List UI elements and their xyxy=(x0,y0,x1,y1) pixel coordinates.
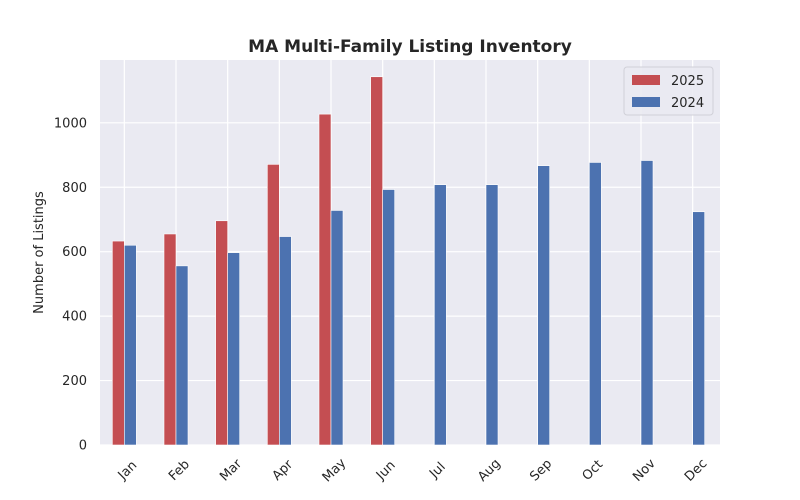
y-tick-label: 600 xyxy=(62,245,87,260)
y-tick-label: 1000 xyxy=(54,116,87,131)
bar-2024-Jan xyxy=(124,244,137,446)
x-tick-label: May xyxy=(320,456,350,486)
bar-2024-Dec xyxy=(692,211,705,446)
y-tick-label: 400 xyxy=(62,310,87,325)
bar-2024-Aug xyxy=(485,184,499,446)
y-tick-label: 200 xyxy=(62,374,87,389)
bar-2024-Sep xyxy=(537,165,550,446)
chart-title: MA Multi-Family Listing Inventory xyxy=(248,37,572,57)
legend-swatch-2025 xyxy=(632,75,660,85)
bar-2025-Jun xyxy=(370,76,383,446)
bar-2025-Feb xyxy=(163,233,177,446)
bar-2024-Apr xyxy=(279,236,292,446)
bar-2024-Jul xyxy=(434,184,447,446)
legend-swatch-2024 xyxy=(632,97,660,107)
plot-area xyxy=(100,60,720,445)
legend: 2025 2024 xyxy=(623,66,714,116)
legend-label-2024: 2024 xyxy=(671,96,704,111)
x-tick-label: Jun xyxy=(373,458,399,484)
bar-2024-Oct xyxy=(589,162,602,446)
x-tick-label: Sep xyxy=(527,457,555,485)
x-axis-ticks: Jan Feb Mar Apr May Jun Jul Aug Sep Oct Nov Dec xyxy=(115,456,711,486)
y-tick-label: 0 xyxy=(79,439,87,454)
bar-2024-Feb xyxy=(175,265,189,446)
x-tick-label: Dec xyxy=(682,456,710,484)
x-tick-label: Apr xyxy=(270,457,297,484)
bar-2024-Nov xyxy=(640,160,654,446)
legend-label-2025: 2025 xyxy=(671,74,704,89)
bars-group xyxy=(112,76,705,446)
x-tick-label: Jan xyxy=(115,458,140,483)
bar-2024-May xyxy=(330,210,344,446)
bar-2025-Mar xyxy=(215,220,228,446)
bar-2024-Mar xyxy=(227,252,240,446)
bar-2024-Jun xyxy=(382,189,395,446)
x-tick-label: Mar xyxy=(217,456,245,484)
x-tick-label: Oct xyxy=(580,457,607,484)
bar-2025-May xyxy=(318,113,332,446)
x-tick-label: Jul xyxy=(426,460,448,482)
x-tick-label: Nov xyxy=(630,456,659,485)
x-tick-label: Aug xyxy=(475,456,504,485)
bar-2025-Jan xyxy=(112,240,125,446)
x-tick-label: Feb xyxy=(166,457,193,484)
y-axis-label: Number of Listings xyxy=(32,191,47,314)
y-tick-label: 800 xyxy=(62,181,87,196)
y-axis-ticks: 0 200 400 600 800 1000 xyxy=(54,116,87,453)
bar-2025-Apr xyxy=(267,164,280,446)
